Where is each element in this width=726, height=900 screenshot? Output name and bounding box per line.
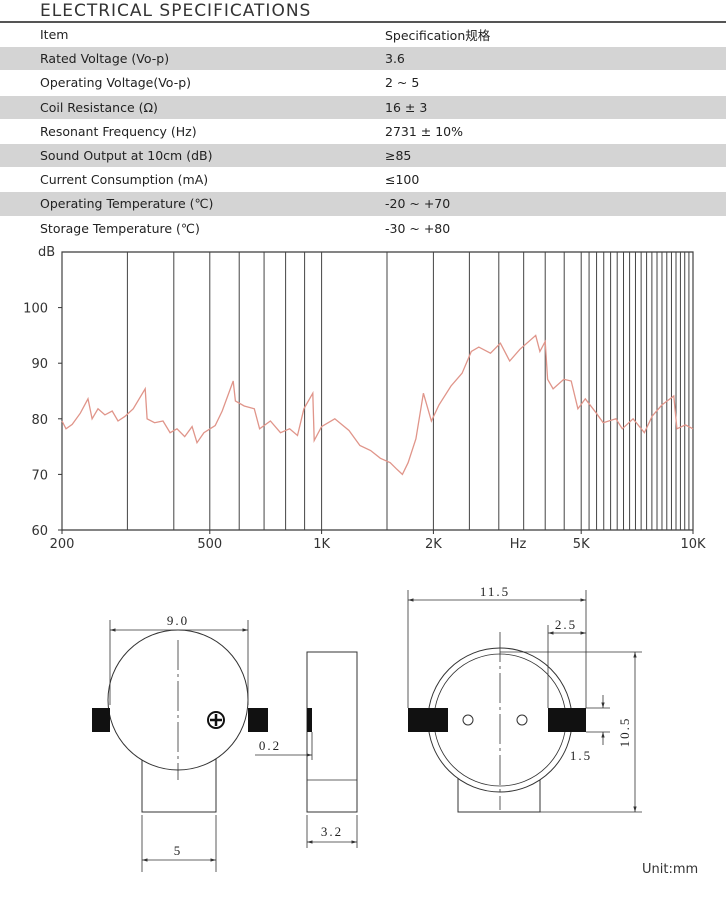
table-row: Operating Temperature (℃) -20 ~ +70 — [0, 192, 726, 217]
table-cell: Item — [40, 27, 69, 43]
pad — [92, 708, 110, 732]
plus-mark — [210, 714, 222, 726]
dimension-label: 3.2 — [321, 824, 343, 839]
extension-line — [500, 651, 642, 813]
table-header: Item Specification规格 — [0, 23, 726, 48]
y-tick-label: 80 — [31, 413, 48, 428]
dimension-label: 10.5 — [617, 717, 632, 748]
table-cell: Current Consumption (mA) — [40, 172, 209, 188]
extension-line — [407, 590, 587, 708]
table-row: Resonant Frequency (Hz) 2731 ± 10% — [0, 120, 726, 144]
unit-label: Unit:mm — [642, 862, 698, 877]
table-cell: 2731 ± 10% — [385, 123, 464, 139]
table-row: Operating Voltage(Vo-p) 2 ~ 5 — [0, 71, 726, 96]
table-cell: Operating Voltage(Vo-p) — [40, 75, 192, 91]
table-cell: Specification规格 — [385, 28, 491, 44]
plot-area — [61, 251, 694, 531]
pad — [408, 708, 448, 732]
table-cell: -20 ~ +70 — [385, 196, 451, 212]
table-cell: Rated Voltage (Vo-p) — [40, 51, 170, 67]
x-tick-label: 10K — [680, 537, 706, 552]
dimension-label: 2.5 — [555, 617, 577, 632]
table-cell: ≤100 — [385, 172, 420, 188]
table-row: Coil Resistance (Ω) 16 ± 3 — [0, 95, 726, 120]
pin-hole — [462, 714, 474, 726]
dimension-label: 11.5 — [480, 584, 510, 599]
table-cell: 2 ~ 5 — [385, 75, 420, 91]
dimension-label: 5 — [174, 843, 183, 858]
x-tick-label: 1K — [313, 537, 330, 552]
pad — [307, 708, 312, 732]
table-row: Current Consumption (mA) ≤100 — [0, 168, 726, 193]
mask — [143, 738, 215, 746]
x-tick-label: 2K — [425, 537, 442, 552]
table-cell: Coil Resistance (Ω) — [40, 99, 158, 115]
mechanical-drawing: 9.0 5 0.2 3.2 11.5 2.5 10.5 1.5 Unit:mm — [92, 584, 698, 877]
table-cell: Resonant Frequency (Hz) — [40, 123, 197, 139]
response-curve — [61, 334, 694, 476]
pin-hole — [516, 714, 528, 726]
dimension-label: 0.2 — [259, 738, 281, 753]
dimension-label: 1.5 — [570, 748, 592, 763]
table-row: Rated Voltage (Vo-p) 3.6 — [0, 47, 726, 72]
side-body — [306, 651, 358, 813]
y-tick-label: 70 — [31, 468, 48, 483]
frequency-chart: 60 70 80 90 100 200 500 1K 2K 5K 10K dB Hz — [23, 245, 706, 552]
y-tick-label: 90 — [31, 357, 48, 372]
pad — [248, 708, 268, 732]
title-rule — [0, 21, 726, 23]
extension-line — [586, 707, 610, 733]
y-tick-label: 100 — [23, 302, 48, 317]
x-tick-label: 200 — [50, 537, 75, 552]
table-cell: Sound Output at 10cm (dB) — [40, 148, 213, 164]
x-tick-label: 5K — [573, 537, 590, 552]
table-row: Sound Output at 10cm (dB) ≥85 — [0, 143, 726, 169]
table-cell: -30 ~ +80 — [385, 220, 451, 236]
table-cell: Operating Temperature (℃) — [40, 196, 214, 212]
table-cell: 16 ± 3 — [385, 99, 428, 115]
pad — [548, 708, 586, 732]
spec-table: Item Specification规格 Rated Voltage (Vo-p) 3… — [0, 23, 726, 241]
table-cell: ≥85 — [385, 148, 412, 164]
x-axis-label: Hz — [510, 537, 527, 552]
dimension-label: 9.0 — [167, 613, 189, 628]
y-tick-label: 60 — [31, 524, 48, 539]
table-cell: Storage Temperature (℃) — [40, 220, 200, 236]
table-cell: 3.6 — [385, 51, 405, 67]
extension-line — [109, 620, 249, 872]
x-tick-label: 500 — [197, 537, 222, 552]
y-axis-label: dB — [38, 245, 55, 260]
section-title: ELECTRICAL SPECIFICATIONS — [40, 1, 312, 21]
table-row: Storage Temperature (℃) -30 ~ +80 — [0, 217, 726, 241]
